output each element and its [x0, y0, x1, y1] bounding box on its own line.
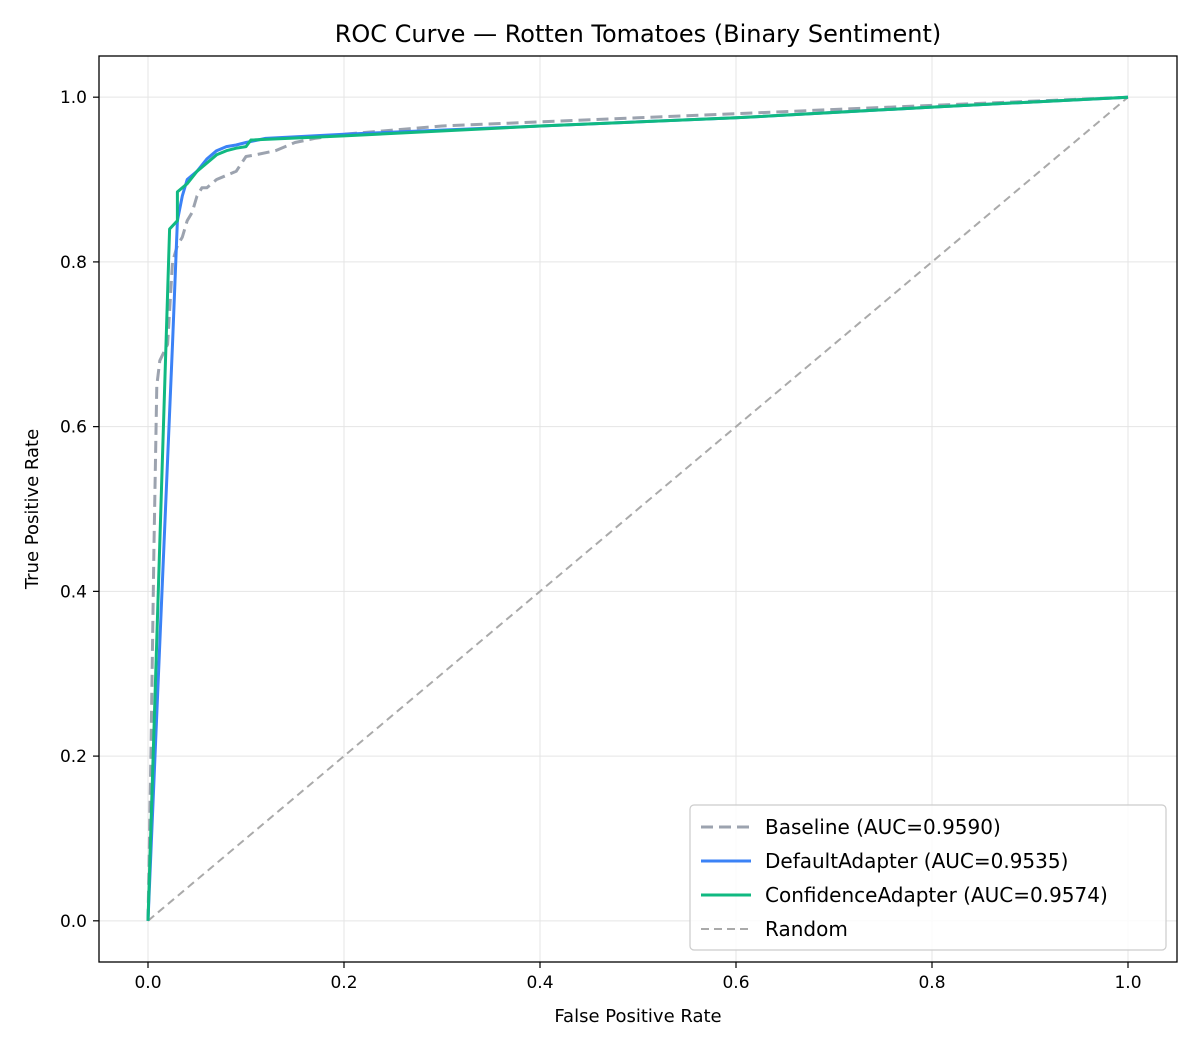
x-tick-label: 0.4	[526, 973, 553, 993]
series-lines	[146, 95, 1129, 922]
grid	[99, 56, 1177, 962]
y-tick-label: 0.6	[60, 418, 87, 438]
y-tick-label: 0.8	[60, 253, 87, 273]
x-tick-label: 1.0	[1114, 973, 1141, 993]
axis-ticks: 0.0 0.2 0.4 0.6 0.8 1.0 0.0 0.2 0.4 0.6 0.8 1.0	[60, 88, 1142, 993]
plot-frame	[98, 55, 1178, 963]
legend-entry-label: Random	[765, 917, 848, 941]
legend-box	[689, 804, 1167, 951]
series-line-random	[147, 96, 1129, 922]
series-line-baseline	[146, 95, 1129, 921]
legend-entry-label: DefaultAdapter (AUC=0.9535)	[765, 849, 1068, 873]
x-tick-label: 0.8	[918, 973, 945, 993]
x-tick-label: 0.2	[330, 973, 357, 993]
y-axis-label: True Positive Rate	[22, 429, 43, 590]
y-tick-label: 1.0	[60, 88, 87, 108]
chart-title: ROC Curve — Rotten Tomatoes (Binary Sent…	[335, 20, 942, 48]
series-line-confidenceadapter	[146, 95, 1129, 921]
y-tick-label: 0.4	[60, 582, 87, 602]
legend-entry-label: Baseline (AUC=0.9590)	[765, 815, 1001, 839]
legend: Baseline (AUC=0.9590) DefaultAdapter (AUC…	[689, 804, 1167, 951]
y-tick-label: 0.2	[60, 747, 87, 767]
x-tick-label: 0.6	[722, 973, 749, 993]
x-axis-label: False Positive Rate	[554, 1006, 721, 1027]
legend-entry-label: ConfidenceAdapter (AUC=0.9574)	[765, 883, 1108, 907]
y-tick-label: 0.0	[60, 912, 87, 932]
x-tick-label: 0.0	[134, 973, 161, 993]
